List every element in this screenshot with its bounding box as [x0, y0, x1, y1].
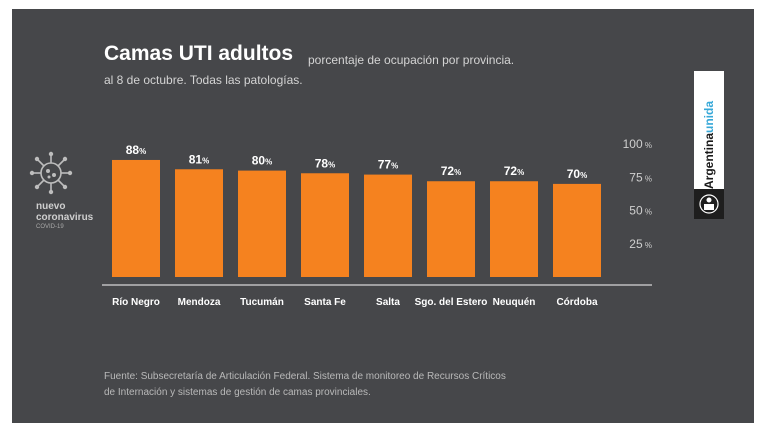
y-tick-label: 50 % — [629, 204, 652, 218]
data-label: 72% — [441, 164, 461, 178]
bar — [238, 170, 286, 277]
bar — [490, 181, 538, 277]
argentina-unida-logo: Argentinaunida — [694, 71, 724, 219]
y-tick-label: 100 % — [623, 137, 652, 151]
category-label: Salta — [376, 297, 400, 308]
chart-subtitle-date: al 8 de octubre. Todas las patologías. — [104, 73, 303, 87]
source-note: Fuente: Subsecretaría de Articulación Fe… — [104, 369, 506, 401]
data-label: 70% — [567, 167, 587, 181]
national-seal-icon — [694, 189, 724, 219]
category-label: Santa Fe — [304, 297, 346, 308]
virus-label-line3: COVID-19 — [36, 224, 64, 230]
virus-label-line1: nuevo — [36, 201, 66, 212]
virus-label-line2: coronavirus — [36, 212, 94, 223]
chart-title: Camas UTI adultos — [104, 42, 294, 65]
chart-subtitle: porcentaje de ocupación por provincia. — [308, 53, 515, 67]
category-label: Córdoba — [556, 297, 598, 308]
data-label: 78% — [315, 156, 335, 170]
category-label: Tucumán — [240, 297, 284, 308]
source-line1: Fuente: Subsecretaría de Articulación Fe… — [104, 371, 506, 382]
data-label: 77% — [378, 158, 398, 172]
data-label: 88% — [126, 143, 146, 157]
data-label: 81% — [189, 152, 209, 166]
category-label: Neuquén — [493, 297, 536, 308]
bar — [427, 181, 475, 277]
data-label: 72% — [504, 164, 524, 178]
y-tick-label: 25 % — [629, 237, 652, 251]
y-tick-label: 75 % — [629, 170, 652, 184]
category-label: Sgo. del Estero — [415, 297, 488, 308]
bar — [553, 183, 601, 277]
source-line2: de Internación y sistemas de gestión de … — [104, 387, 371, 398]
category-label: Río Negro — [112, 297, 160, 308]
data-label: 80% — [252, 154, 272, 168]
bar — [112, 159, 160, 277]
bar — [364, 174, 412, 277]
coronavirus-icon — [29, 151, 73, 195]
bar — [301, 173, 349, 277]
category-label: Mendoza — [178, 297, 221, 308]
bar — [175, 169, 223, 277]
